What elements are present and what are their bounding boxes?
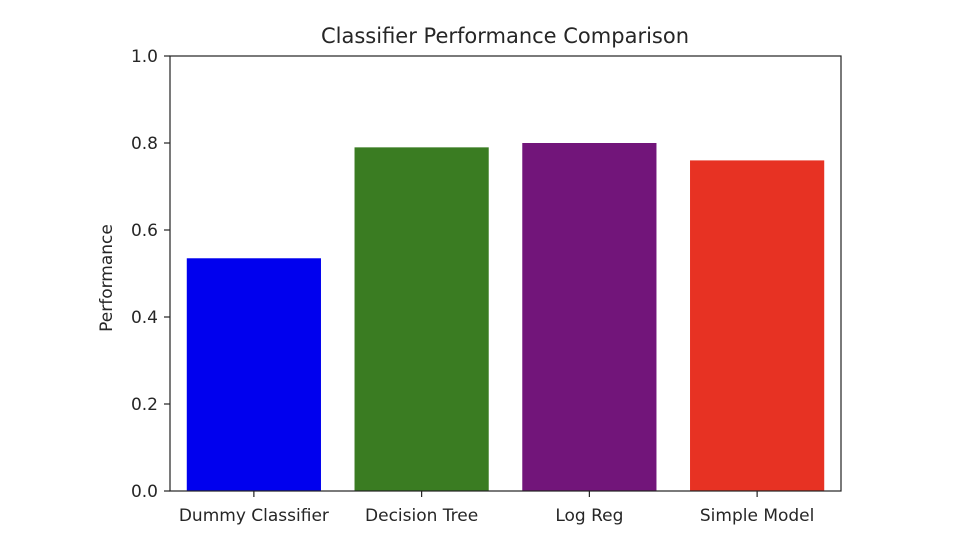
y-tick-label: 1.0 (131, 47, 158, 67)
x-tick-label: Dummy Classifier (179, 506, 329, 526)
y-tick-label: 0.8 (131, 134, 158, 154)
x-tick-label: Decision Tree (365, 506, 478, 526)
y-tick-label: 0.6 (131, 221, 158, 241)
bar-log-reg (522, 143, 657, 491)
x-ticks-group: Dummy Classifier Decision Tree Log Reg Simp… (179, 491, 815, 526)
y-ticks-group: 0.0 0.2 0.4 0.6 0.8 1.0 (131, 47, 170, 502)
x-tick-label: Log Reg (555, 506, 623, 526)
y-axis-label: Performance (97, 224, 117, 332)
plot-frame (169, 55, 842, 492)
bars-group (186, 143, 825, 491)
bar-decision-tree (354, 147, 489, 491)
y-tick-label: 0.2 (131, 395, 158, 415)
y-tick-label: 0.4 (131, 308, 158, 328)
x-tick-label: Simple Model (700, 506, 815, 526)
bar-simple-model (690, 160, 825, 491)
chart-title: Classifier Performance Comparison (321, 24, 689, 48)
bar-dummy-classifier (186, 258, 321, 491)
y-tick-label: 0.0 (131, 482, 158, 502)
